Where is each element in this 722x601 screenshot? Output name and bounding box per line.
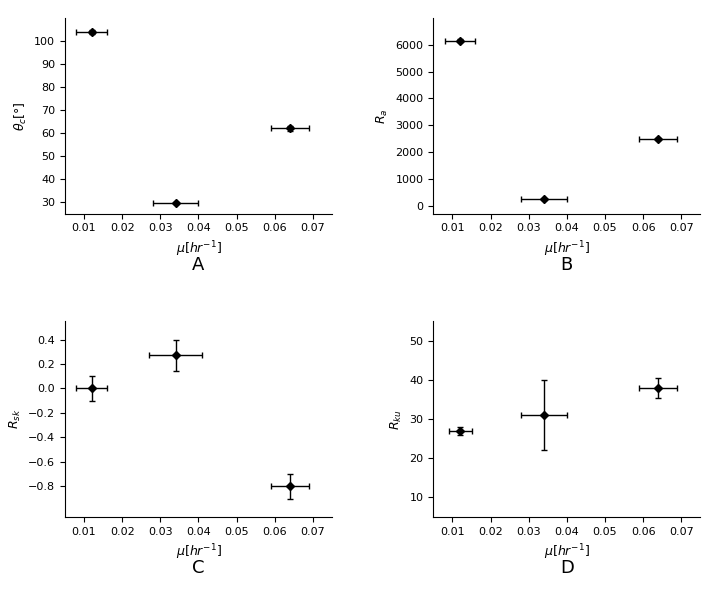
- X-axis label: $\mu[hr^{-1}]$: $\mu[hr^{-1}]$: [175, 239, 222, 258]
- Text: A: A: [192, 255, 204, 273]
- X-axis label: $\mu[hr^{-1}]$: $\mu[hr^{-1}]$: [544, 542, 590, 562]
- Y-axis label: $R_a$: $R_a$: [375, 108, 390, 124]
- Text: C: C: [192, 559, 205, 577]
- Text: B: B: [561, 255, 573, 273]
- Y-axis label: $R_{sk}$: $R_{sk}$: [7, 409, 22, 429]
- X-axis label: $\mu[hr^{-1}]$: $\mu[hr^{-1}]$: [544, 239, 590, 258]
- Y-axis label: $\theta_c[\degree]$: $\theta_c[\degree]$: [12, 101, 29, 130]
- X-axis label: $\mu[hr^{-1}]$: $\mu[hr^{-1}]$: [175, 542, 222, 562]
- Text: D: D: [560, 559, 574, 577]
- Y-axis label: $R_{ku}$: $R_{ku}$: [389, 409, 404, 430]
